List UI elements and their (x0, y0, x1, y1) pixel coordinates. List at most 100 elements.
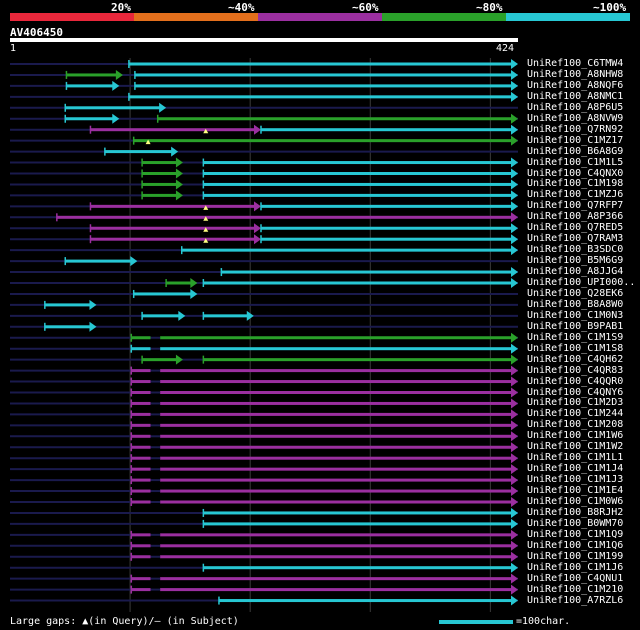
hit-39-segment-1 (131, 478, 513, 482)
hit-18-segment-1-arrow (511, 245, 518, 256)
hit-label[interactable]: UniRef100_C4QNX0 (527, 167, 624, 179)
hit-29-segment-1 (131, 369, 513, 373)
hit-label[interactable]: UniRef100_C1M198 (527, 178, 624, 190)
hit-label[interactable]: UniRef100_C1M1W2 (527, 441, 624, 453)
hit-label[interactable]: UniRef100_A8NVW9 (527, 112, 624, 124)
hit-16-segment-1-arrow (253, 223, 261, 234)
hit-14-segment-1-arrow (253, 201, 261, 212)
hit-5-segment-1-arrow (159, 102, 167, 113)
hit-label[interactable]: UniRef100_Q7RFP7 (527, 200, 624, 212)
hit-label[interactable]: UniRef100_Q7RN92 (527, 123, 624, 135)
hit-label[interactable]: UniRef100_A8JJG4 (527, 266, 624, 278)
hit-label[interactable]: UniRef100_C1M1E4 (527, 485, 624, 497)
hit-label[interactable]: UniRef100_C1M1W6 (527, 430, 624, 442)
legend-label-1: 20% (111, 1, 131, 14)
hit-label[interactable]: UniRef100_Q7RAM3 (527, 233, 624, 245)
hit-12-segment-1 (142, 182, 178, 186)
hit-44-segment-1-arrow (511, 529, 518, 540)
hit-label[interactable]: UniRef100_B9PAB1 (527, 320, 624, 332)
hit-label[interactable]: UniRef100_C6TMW4 (527, 58, 624, 69)
hit-17-segment-2-arrow (511, 234, 518, 245)
hit-label[interactable]: UniRef100_C1M1L1 (527, 452, 624, 464)
hit-13-segment-1 (142, 193, 178, 197)
hit-11-segment-2 (203, 172, 514, 175)
hit-label[interactable]: UniRef100_C1M1J6 (527, 561, 624, 573)
scale-label: =100char. (516, 616, 571, 627)
hit-7-segment-2 (260, 128, 513, 132)
hit-label[interactable]: UniRef100_C1M1L5 (527, 156, 624, 168)
hit-17-segment-2 (260, 237, 513, 241)
hit-3-segment-1-arrow (112, 80, 120, 91)
hit-50-segment-1 (218, 599, 513, 603)
hit-label[interactable]: UniRef100_C4QH62 (527, 353, 624, 365)
hit-label[interactable]: UniRef100_C1M210 (527, 583, 624, 595)
hit-label[interactable]: UniRef100_C1M1Q6 (527, 539, 624, 551)
hit-17-segment-1 (90, 237, 256, 241)
hit-label[interactable]: UniRef100_C1M1S9 (527, 331, 624, 343)
hit-label[interactable]: UniRef100_C1M244 (527, 408, 624, 420)
hit-label[interactable]: UniRef100_C1M0N3 (527, 309, 624, 321)
hit-16-segment-2-arrow (511, 223, 518, 234)
hit-label[interactable]: UniRef100_C4QNY6 (527, 386, 624, 398)
query-title: AV406450 (10, 26, 63, 39)
hit-label[interactable]: UniRef100_C1M0W6 (527, 496, 624, 507)
hit-label[interactable]: UniRef100_C1M1J3 (527, 474, 624, 486)
hit-4-segment-1-arrow (511, 91, 518, 102)
hit-47-segment-1 (203, 566, 514, 570)
hit-label[interactable]: UniRef100_A8P366 (527, 211, 624, 223)
hit-label[interactable]: UniRef100_A8NMC1 (527, 90, 624, 102)
hit-16-segment-1 (90, 226, 256, 230)
legend-band-4 (382, 13, 506, 21)
hit-label[interactable]: UniRef100_C1M1Q9 (527, 528, 624, 540)
hit-19-segment-1-arrow (130, 256, 138, 267)
hit-label[interactable]: UniRef100_C1M1S8 (527, 342, 624, 354)
hit-7-segment-1 (90, 128, 256, 132)
hit-34-segment-1-arrow (511, 420, 518, 431)
hit-label[interactable]: UniRef100_A8NQF6 (527, 79, 624, 91)
hit-14-query-gap-0 (203, 205, 209, 210)
hit-label[interactable]: UniRef100_C1M1J4 (527, 463, 624, 475)
hit-label[interactable]: UniRef100_B0WM70 (527, 517, 624, 529)
hit-23-segment-1 (44, 303, 92, 307)
hit-label[interactable]: UniRef100_C4QNU1 (527, 572, 624, 584)
hit-label[interactable]: UniRef100_Q7RED5 (527, 222, 624, 234)
hit-label[interactable]: UniRef100_C1M208 (527, 419, 624, 431)
hit-27-segment-1-arrow (511, 343, 518, 354)
hit-label[interactable]: UniRef100_A8P6U5 (527, 101, 624, 113)
hit-label[interactable]: UniRef100_B8RJH2 (527, 506, 624, 518)
hit-label[interactable]: UniRef100_C1M2D3 (527, 397, 624, 409)
hit-6-segment-1-arrow (112, 113, 120, 124)
hit-label[interactable]: UniRef100_A8NHW8 (527, 68, 624, 80)
hit-label[interactable]: UniRef100_C1M199 (527, 550, 624, 562)
hit-50-segment-1-arrow (511, 595, 518, 606)
hit-label[interactable]: UniRef100_B8A8W0 (527, 298, 624, 310)
hit-30-segment-1-arrow (511, 376, 518, 387)
ruler-start-label: 1 (10, 43, 17, 54)
hit-31-segment-1 (131, 391, 513, 394)
hit-28-segment-2-arrow (511, 354, 518, 365)
hit-label[interactable]: UniRef100_Q28EK6 (527, 287, 624, 299)
hit-39-segment-1-arrow (511, 475, 518, 486)
hit-21-segment-2-arrow (511, 278, 518, 288)
hit-17-query-gap-0 (203, 238, 209, 243)
hit-label[interactable]: UniRef100_B5M6G9 (527, 255, 624, 267)
hit-1-segment-1 (128, 62, 513, 66)
hit-8-segment-1 (133, 139, 514, 143)
hit-label[interactable]: UniRef100_C4QR83 (527, 364, 624, 376)
hit-13-segment-2 (203, 193, 514, 197)
hit-label[interactable]: UniRef100_C4QQR0 (527, 375, 624, 387)
hit-24-segment-1-arrow (178, 310, 186, 321)
hit-label[interactable]: UniRef100_C1MZ17 (527, 134, 624, 146)
hit-29-segment-1-arrow (511, 365, 518, 376)
hit-36-segment-1 (131, 445, 513, 449)
hit-17-segment-1-arrow (253, 234, 261, 245)
hit-label[interactable]: UniRef100_UPI000.. (527, 277, 636, 288)
hit-38-segment-1 (131, 467, 513, 471)
hit-label[interactable]: UniRef100_C1MZJ6 (527, 189, 624, 201)
hit-label[interactable]: UniRef100_A7RZL6 (527, 594, 624, 606)
hit-3-segment-1 (66, 84, 115, 88)
hit-32-segment-1-arrow (511, 398, 518, 409)
hit-label[interactable]: UniRef100_B6A8G9 (527, 145, 624, 157)
hit-3-segment-2-arrow (511, 80, 518, 91)
hit-label[interactable]: UniRef100_B3SDC0 (527, 244, 624, 256)
